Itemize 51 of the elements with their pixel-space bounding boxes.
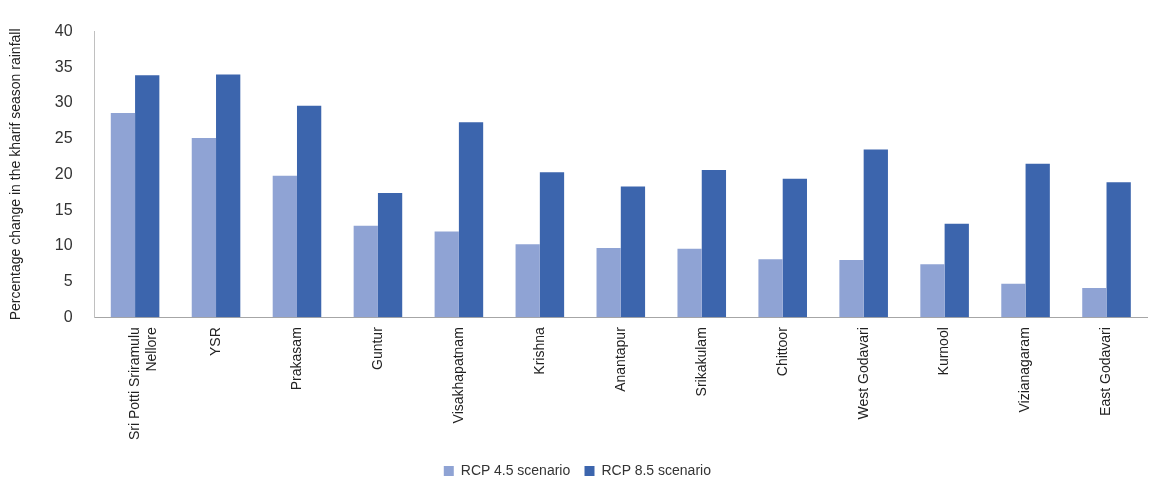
y-tick-label: 25 [54, 129, 73, 147]
x-tick-label: Sri Potti Sriramulu Nellore [125, 326, 159, 441]
bar [944, 223, 969, 318]
bar [863, 149, 888, 318]
x-tick-label: Kurnool [935, 327, 952, 376]
x-tick-label: East Godavari [1097, 327, 1114, 416]
y-tick-label: 30 [54, 93, 73, 111]
x-tick-label: Srikakulam [692, 327, 709, 397]
bar [377, 192, 403, 318]
bar [701, 170, 727, 318]
bar [353, 225, 378, 318]
bar [920, 264, 945, 318]
y-tick-label: 20 [54, 164, 73, 182]
bar [296, 105, 322, 318]
bar [216, 74, 241, 318]
bar [839, 260, 864, 318]
bar [539, 172, 565, 318]
bar [110, 112, 136, 318]
y-tick-label: 10 [54, 236, 73, 254]
legend-label: RCP 8.5 scenario [601, 461, 712, 478]
x-tick-label: Guntur [368, 326, 385, 371]
x-tick-label: Vizianagaram [1016, 327, 1033, 413]
bar [1082, 287, 1107, 318]
x-tick-label: Krishna [530, 326, 547, 375]
x-tick-label: YSR [206, 327, 223, 356]
x-tick-label: West Godavari [854, 327, 871, 420]
bar [458, 122, 484, 318]
bar [677, 248, 702, 318]
bar [135, 75, 160, 318]
bar [272, 175, 297, 318]
x-tick-label: Visakhapatnam [449, 327, 466, 424]
bar [434, 231, 459, 318]
bar [758, 259, 783, 318]
y-tick-label: 15 [54, 200, 73, 218]
x-tick-label: Chittoor [773, 326, 790, 377]
bar [782, 178, 807, 318]
x-tick-label: Anantapur [611, 326, 628, 392]
y-tick-label: 0 [63, 307, 73, 325]
bar [191, 137, 217, 318]
bar [515, 244, 540, 318]
y-tick-label: 35 [54, 57, 73, 75]
y-tick-label: 40 [54, 22, 73, 40]
bar [1001, 283, 1026, 318]
y-axis-title: Percentage change in the kharif season rainfall [7, 28, 24, 321]
y-tick-label: 5 [63, 271, 73, 289]
bar [1025, 163, 1050, 318]
bar [1106, 182, 1131, 318]
bar [596, 247, 621, 318]
x-tick-label: Prakasam [287, 327, 304, 391]
bar [620, 186, 646, 318]
legend-label: RCP 4.5 scenario [460, 461, 571, 478]
